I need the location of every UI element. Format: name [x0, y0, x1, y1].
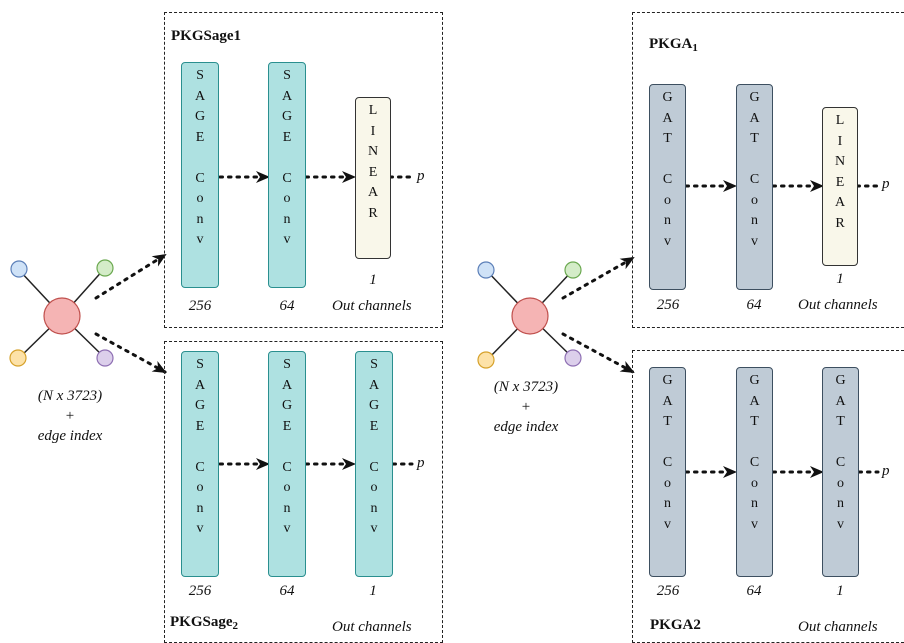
left-graph-icon — [9, 259, 114, 367]
node-green — [564, 261, 582, 279]
pkgsage1-channels-2: 64 — [279, 298, 295, 314]
arrow-right-to-gat1 — [561, 256, 635, 300]
pkga1-box — [632, 12, 904, 328]
pkgsage2-channels-3: 1 — [369, 583, 377, 599]
pkga2-title: PKGA2 — [650, 617, 701, 633]
pkgsage2-output: p — [417, 455, 425, 471]
pkgsage1-title: PKGSage1 — [171, 28, 241, 44]
pkgsage2-title-main: PKGSage — [170, 614, 233, 630]
pkgsage2-title-sub: 2 — [232, 620, 239, 632]
input-edge: edge index — [37, 428, 103, 444]
pkga1-output: p — [882, 176, 890, 192]
node-yellow — [9, 349, 27, 367]
node-purple — [564, 349, 582, 367]
pkga2-channels-3: 1 — [836, 583, 844, 599]
node-center — [43, 297, 81, 335]
pkga1-title: PKGA1 — [649, 36, 698, 54]
pkgsage2-out-label: Out channels — [332, 619, 412, 635]
pkga1-title-main: PKGA — [649, 36, 693, 52]
input-plus: + — [65, 408, 75, 424]
left-input-label: (N x 3723) + edge index — [38, 386, 103, 446]
input-edge: edge index — [493, 419, 559, 435]
pkgsage1-channels-1: 256 — [188, 298, 212, 314]
input-dims: (N x 3723) — [37, 388, 103, 404]
node-purple — [96, 349, 114, 367]
pkga1-out-label: Out channels — [798, 297, 878, 313]
pkga1-title-sub: 1 — [692, 42, 698, 54]
pkga2-output: p — [882, 463, 890, 479]
right-input-label: (N x 3723) + edge index — [494, 377, 559, 437]
node-center — [511, 297, 549, 335]
pkga1-channels-1: 256 — [656, 297, 680, 313]
pkgsage1-output: p — [417, 168, 425, 184]
arrow-left-to-sage1 — [94, 253, 167, 300]
pkgsage1-box — [164, 12, 443, 328]
pkgsage2-channels-1: 256 — [188, 583, 212, 599]
node-blue — [477, 261, 495, 279]
pkgsage1-channels-3: 1 — [369, 272, 377, 288]
input-plus: + — [521, 399, 531, 415]
pkgsage1-out-label: Out channels — [332, 298, 412, 314]
pkgsage2-title: PKGSage2 — [170, 614, 238, 632]
pkga1-channels-3: 1 — [836, 271, 844, 287]
pkga1-channels-2: 64 — [746, 297, 762, 313]
input-dims: (N x 3723) — [493, 379, 559, 395]
node-yellow — [477, 351, 495, 369]
node-green — [96, 259, 114, 277]
right-graph-icon — [477, 261, 582, 369]
node-blue — [10, 260, 28, 278]
pkga2-channels-1: 256 — [656, 583, 680, 599]
pkga2-channels-2: 64 — [746, 583, 762, 599]
pkgsage2-channels-2: 64 — [279, 583, 295, 599]
pkga2-out-label: Out channels — [798, 619, 878, 635]
